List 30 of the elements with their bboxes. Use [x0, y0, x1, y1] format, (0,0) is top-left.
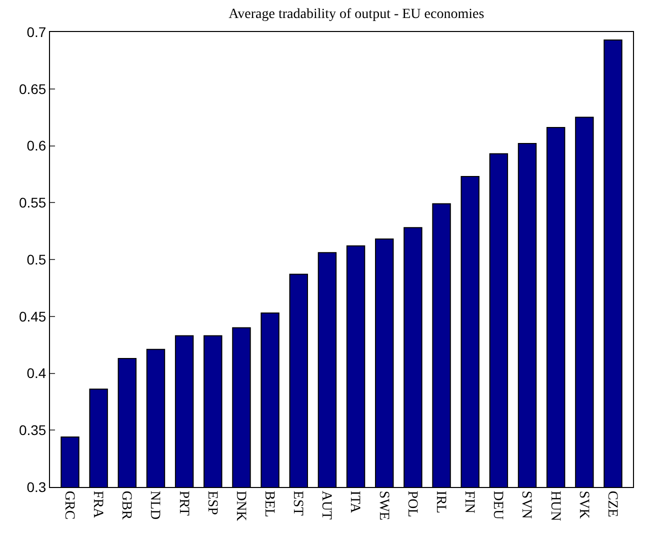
x-tick-label: DNK: [232, 490, 248, 522]
x-tick-label: SVK: [576, 490, 591, 519]
y-tick-label: 0.5: [26, 251, 46, 268]
x-tick-label: POL: [404, 490, 420, 518]
x-tick-label: HUN: [547, 490, 562, 522]
y-tick-label: 0.35: [18, 422, 46, 438]
x-tick-label: FRA: [90, 490, 106, 519]
x-tick-label: GBR: [118, 490, 134, 520]
y-tick-label: 0.3: [26, 478, 46, 495]
y-tick-label: 0.45: [18, 308, 46, 324]
x-tick-label: ITA: [347, 490, 362, 514]
y-tick-label: 0.55: [18, 194, 46, 211]
x-tick-label: IRL: [432, 490, 448, 514]
y-tick-label: 0.65: [18, 80, 46, 97]
y-tick-label: 0.7: [26, 24, 46, 40]
x-tick-label: BEL: [262, 490, 276, 518]
x-tick-label: FIN: [462, 490, 477, 514]
x-tick-label: PRT: [176, 490, 191, 516]
x-tick-label: SVN: [518, 490, 534, 519]
x-tick-label: SWE: [376, 490, 391, 520]
x-tick-label: GRC: [61, 490, 76, 520]
x-tick-label: AUT: [318, 490, 334, 520]
y-tick-label: 0.4: [26, 365, 46, 382]
x-tick-label: ESP: [204, 490, 220, 516]
chart-title: Average tradability of output - EU economies: [228, 7, 484, 22]
x-tick-label: EST: [290, 490, 306, 516]
x-tick-label: CZE: [604, 490, 620, 518]
y-tick-label: 0.6: [26, 138, 46, 154]
x-tick-label: NLD: [147, 490, 162, 520]
x-tick-label: DEU: [490, 490, 506, 520]
